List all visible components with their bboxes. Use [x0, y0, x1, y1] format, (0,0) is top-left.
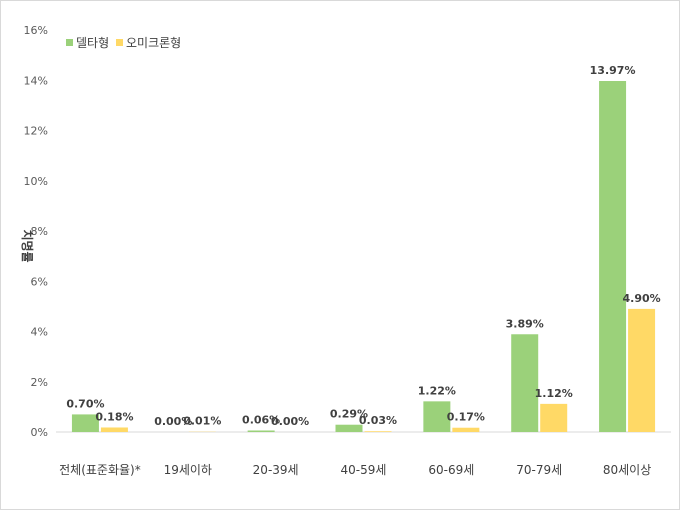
category-label: 20-39세	[253, 463, 299, 477]
data-label: 1.12%	[535, 387, 573, 400]
legend-swatch	[116, 39, 123, 46]
y-axis-title: 치명률	[20, 229, 35, 262]
bars	[72, 81, 655, 432]
y-tick-label: 10%	[24, 175, 48, 188]
data-label: 0.70%	[66, 397, 104, 410]
y-tick-label: 12%	[24, 125, 48, 138]
data-label: 13.97%	[590, 64, 636, 77]
x-axis-category-labels: 전체(표준화율)* 19세이하 20-39세 40-59세 60-69세 70-79세 80…	[59, 463, 651, 477]
bar-delta	[511, 334, 538, 432]
data-label: 0.01%	[183, 415, 221, 428]
legend-swatch	[66, 39, 73, 46]
data-label: 0.17%	[447, 411, 485, 424]
category-label: 19세이하	[164, 463, 212, 477]
data-label: 3.89%	[506, 317, 544, 330]
data-label: 1.22%	[418, 384, 456, 397]
bar-delta	[248, 430, 275, 432]
data-label: 0.00%	[271, 415, 309, 428]
bar-omicron	[452, 428, 479, 432]
bar-omicron	[628, 309, 655, 432]
y-tick-label: 2%	[31, 376, 48, 389]
category-label: 60-69세	[428, 463, 474, 477]
bar-delta	[599, 81, 626, 432]
category-label: 70-79세	[516, 463, 562, 477]
data-label: 0.18%	[95, 410, 133, 423]
category-label: 40-59세	[341, 463, 387, 477]
data-label: 0.03%	[359, 414, 397, 427]
data-label: 4.90%	[622, 292, 660, 305]
legend-label: 오미크론형	[126, 36, 181, 50]
y-tick-label: 6%	[31, 275, 48, 288]
data-labels: 0.70%0.18%0.00%0.01%0.06%0.00%0.29%0.03%…	[66, 64, 660, 428]
legend-label: 델타형	[76, 36, 109, 50]
y-tick-label: 14%	[24, 74, 48, 87]
y-tick-label: 16%	[24, 24, 48, 37]
legend: 델타형 오미크론형	[66, 36, 181, 50]
category-label: 80세이상	[603, 463, 651, 477]
y-tick-label: 4%	[31, 326, 48, 339]
bar-omicron	[540, 404, 567, 432]
y-tick-label: 0%	[31, 426, 48, 439]
bar-omicron	[365, 431, 392, 432]
bar-omicron	[101, 427, 128, 432]
category-label: 전체(표준화율)*	[59, 463, 141, 477]
